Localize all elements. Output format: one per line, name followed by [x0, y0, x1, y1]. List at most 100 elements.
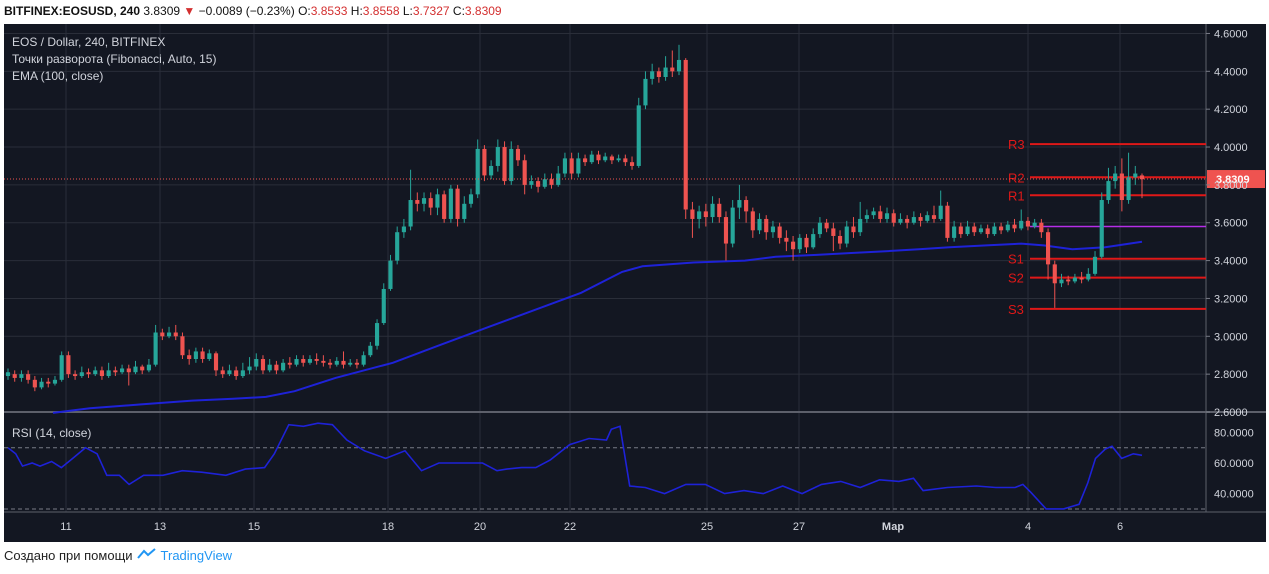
- candle-body: [965, 226, 970, 235]
- candle-body: [220, 370, 225, 375]
- candle-body: [529, 181, 534, 185]
- candle-body: [542, 179, 547, 187]
- rsi-tick-label: 60.0000: [1214, 458, 1254, 470]
- tradingview-logo-icon[interactable]: [136, 548, 157, 563]
- candle-body: [1025, 220, 1030, 227]
- pivot-label-r1: R1: [1008, 188, 1025, 203]
- candle-body: [207, 353, 212, 360]
- candle-body: [395, 232, 400, 261]
- candle-body: [307, 359, 313, 363]
- candle-body: [26, 374, 31, 380]
- candle-body: [650, 71, 655, 79]
- price-tick-label: 3.6000: [1214, 218, 1248, 230]
- candle-body: [79, 372, 84, 377]
- candle-body: [126, 368, 131, 373]
- time-tick-label: 4: [1025, 521, 1031, 533]
- time-tick-label: 20: [474, 521, 486, 533]
- candle-body: [348, 362, 353, 365]
- pivot-lines: R3 R2 R1 S1 S2 S3: [1008, 137, 1206, 317]
- candle-body: [301, 359, 306, 363]
- candle-body: [341, 360, 346, 365]
- candle-body: [884, 213, 890, 219]
- candle-body: [569, 158, 574, 174]
- candle-body: [381, 288, 386, 324]
- candle-body: [670, 67, 675, 72]
- time-tick-label: 27: [793, 521, 805, 533]
- price-tick-label: 4.2000: [1214, 104, 1248, 116]
- candle-body: [1092, 256, 1098, 274]
- candle-body: [1066, 279, 1071, 282]
- candle-body: [905, 218, 910, 223]
- candle-body: [864, 215, 869, 219]
- time-tick-label: 15: [248, 521, 260, 533]
- close-value: 3.8309: [464, 4, 502, 18]
- footer: Создано при помощи TradingView: [4, 548, 232, 563]
- candle-body: [32, 379, 37, 388]
- candle-body: [878, 211, 883, 219]
- candle-body: [1133, 173, 1138, 178]
- candle-body: [99, 370, 105, 377]
- candle-body: [86, 372, 91, 375]
- time-tick-label: 25: [701, 521, 713, 533]
- candle-body: [435, 194, 440, 208]
- last-price-label: 3.8309: [1216, 174, 1250, 186]
- candle-body: [354, 362, 359, 365]
- candle-body: [455, 188, 460, 219]
- candle-body: [73, 374, 78, 377]
- candle-body: [952, 226, 957, 238]
- candle-body: [737, 200, 742, 208]
- candle-body: [234, 370, 239, 377]
- candle-body: [1099, 200, 1104, 257]
- candle-body: [1086, 273, 1091, 280]
- open-value: 3.8533: [310, 4, 348, 18]
- candle-body: [844, 226, 849, 244]
- open-label: O:: [298, 4, 311, 18]
- candle-body: [703, 211, 708, 218]
- candle-body: [978, 228, 984, 233]
- candle-body: [723, 217, 729, 244]
- legend-ema: EMA (100, close): [12, 69, 103, 83]
- grid-lines: [4, 24, 1266, 513]
- candle-body: [495, 147, 500, 166]
- candle-body: [287, 362, 292, 365]
- down-arrow-icon: ▼: [183, 4, 196, 18]
- candle-body: [509, 148, 514, 182]
- candle-body: [374, 323, 380, 346]
- candle-body: [39, 381, 44, 388]
- ema-line: [52, 240, 1143, 414]
- last-price-badge: [1207, 170, 1265, 189]
- price-tick-label: 3.8000: [1214, 180, 1248, 192]
- candles: [5, 44, 1145, 392]
- tradingview-link[interactable]: TradingView: [160, 548, 233, 563]
- candle-body: [146, 364, 151, 371]
- candle-body: [227, 370, 232, 375]
- candle-body: [415, 200, 420, 204]
- high-value: 3.8558: [362, 4, 400, 18]
- candle-body: [66, 355, 71, 375]
- candle-body: [804, 237, 809, 248]
- candle-body: [992, 226, 997, 235]
- candle-body: [1072, 277, 1077, 282]
- candle-body: [428, 198, 433, 208]
- time-tick-label: 11: [60, 521, 71, 533]
- pivot-label-r2: R2: [1008, 170, 1025, 185]
- time-tick-label: 18: [382, 521, 394, 533]
- candle-body: [972, 226, 977, 233]
- candle-body: [1126, 177, 1131, 201]
- candle-body: [274, 364, 279, 371]
- candle-body: [797, 237, 802, 250]
- price-tick-label: 4.6000: [1214, 28, 1248, 40]
- candle-body: [536, 181, 541, 187]
- candle-body: [1045, 232, 1051, 265]
- candle-body: [938, 205, 943, 219]
- pivot-label-s1: S1: [1008, 252, 1024, 267]
- candle-body: [623, 158, 628, 163]
- candle-body: [254, 359, 259, 367]
- time-tick-label: 22: [564, 521, 576, 533]
- candle-body: [636, 105, 641, 166]
- candle-body: [858, 218, 863, 233]
- candle-body: [314, 359, 319, 361]
- last-price: 3.8309: [143, 4, 181, 18]
- price-tick-label: 4.4000: [1214, 66, 1248, 78]
